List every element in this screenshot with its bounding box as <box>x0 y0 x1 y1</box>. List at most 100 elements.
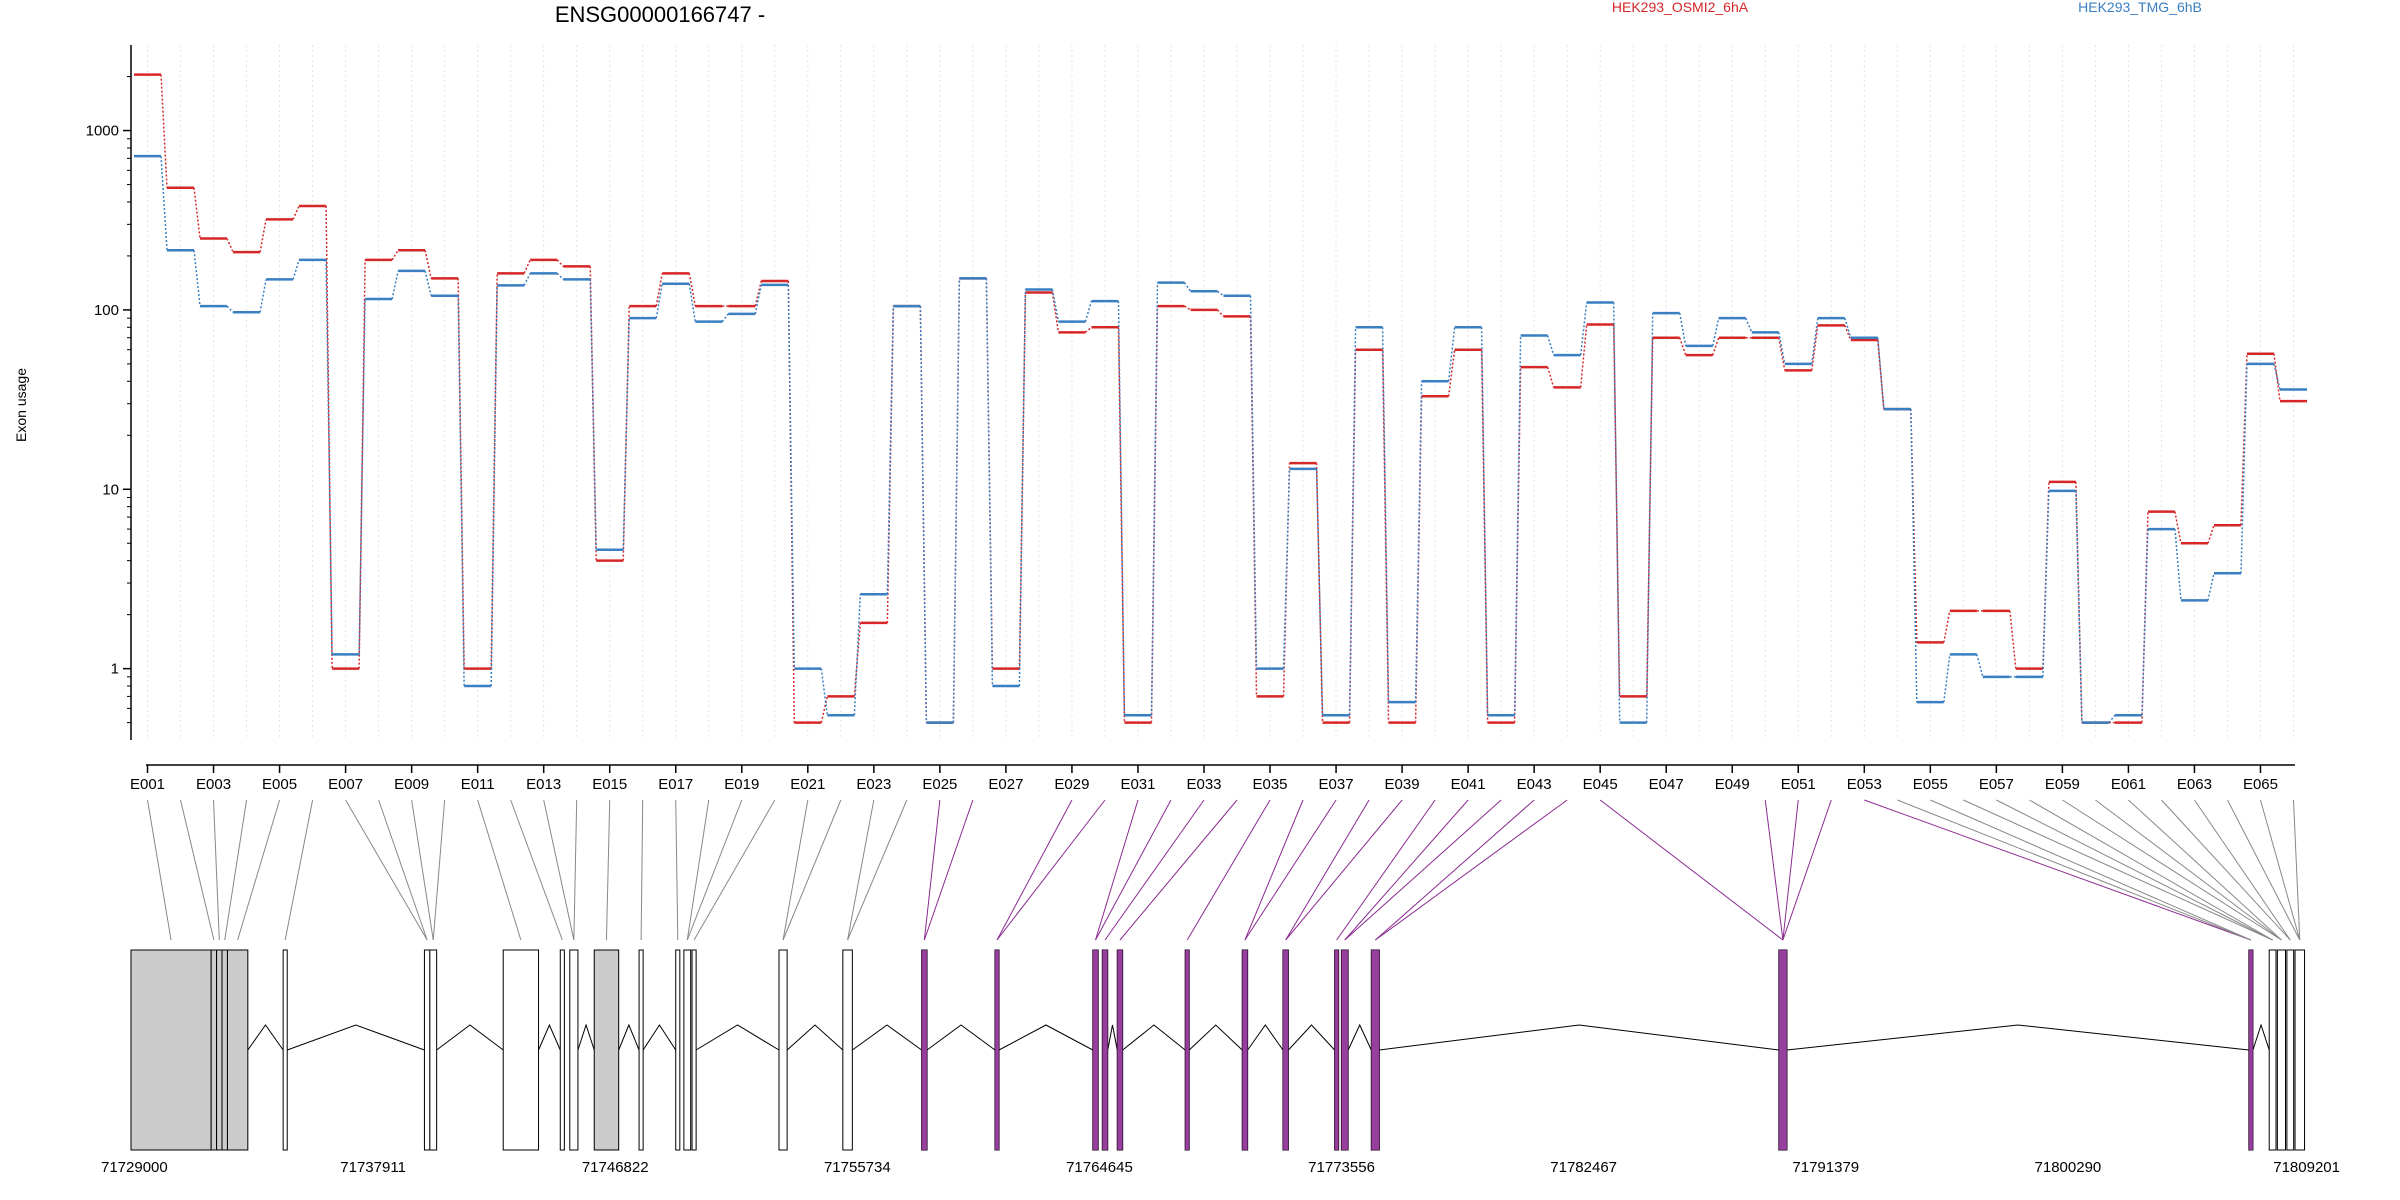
genomic-tick-label: 71746822 <box>582 1159 649 1176</box>
series-step <box>457 278 465 669</box>
intron-line <box>1347 1023 1372 1051</box>
legend-series-2: HEK293_TMG_6hB <box>2078 0 2202 15</box>
x-tick-label: E061 <box>2111 776 2146 793</box>
exon-block <box>2286 949 2295 1151</box>
intron-line <box>247 1024 284 1051</box>
intron-line <box>2252 1023 2270 1051</box>
series-step <box>424 250 432 279</box>
series-step <box>1480 327 1489 716</box>
exon-block <box>675 949 681 1151</box>
series-step <box>622 318 630 550</box>
series-step <box>292 205 300 220</box>
exon-block <box>282 949 288 1151</box>
intron-line <box>538 1023 561 1051</box>
series-step <box>2108 714 2116 724</box>
x-tick-label: E015 <box>592 776 627 793</box>
exon-connector <box>2194 799 2291 941</box>
series-step <box>490 285 498 687</box>
exon-block <box>778 949 788 1151</box>
series-step <box>1645 313 1654 723</box>
exon-connector <box>1375 799 1535 941</box>
series-step <box>2141 511 2149 723</box>
series-step <box>259 279 267 313</box>
exon-block <box>842 949 853 1151</box>
exon-connector <box>1897 799 2252 941</box>
series-step <box>160 156 168 251</box>
series-step <box>2075 481 2083 723</box>
exon-connector <box>675 799 679 941</box>
exon-connector <box>2029 799 2273 941</box>
highlighted-exon <box>1117 950 1123 1150</box>
highlighted-exon <box>1778 950 1787 1150</box>
x-tick-label: E003 <box>196 776 231 793</box>
series-step <box>2240 353 2248 526</box>
exon-connector <box>1930 799 2252 941</box>
series-1 <box>134 73 2307 724</box>
exon-connector <box>923 799 941 941</box>
exon-connector <box>1244 799 1304 941</box>
exon-connector <box>432 799 446 941</box>
exon-block <box>638 949 644 1151</box>
y-tick-label: 100 <box>94 302 119 319</box>
series-step <box>1976 654 1984 678</box>
series-step <box>2273 363 2281 390</box>
exon-connector <box>847 799 875 941</box>
series-step <box>820 696 829 723</box>
series-step <box>1051 292 1060 333</box>
series-step <box>2240 363 2248 574</box>
x-tick-label: E021 <box>790 776 825 793</box>
series-step <box>1844 325 1852 341</box>
highlighted-exon <box>1185 950 1190 1150</box>
x-tick-label: E051 <box>1781 776 1816 793</box>
series-step <box>1943 610 1951 643</box>
x-tick-label: E045 <box>1583 776 1618 793</box>
intron-line <box>618 1023 640 1051</box>
exon-connector <box>1285 799 1403 941</box>
series-step <box>391 249 399 261</box>
highlighted-exon <box>2248 950 2253 1150</box>
x-tick-label: E049 <box>1715 776 1750 793</box>
series-step <box>1150 282 1159 716</box>
intron-line <box>695 1024 780 1051</box>
exon-connector <box>147 799 172 941</box>
exon-connector <box>180 799 215 941</box>
exon-connector <box>378 799 428 941</box>
exon-connector <box>605 799 611 941</box>
exon-connector <box>1782 799 1832 941</box>
exon-connector <box>782 799 842 941</box>
exon-connector <box>2161 799 2291 941</box>
exon-connector <box>1782 799 1799 941</box>
genomic-tick-label: 71800290 <box>2035 1159 2102 1176</box>
series-step <box>391 270 399 300</box>
series-step <box>1943 654 1951 703</box>
exon-block <box>691 949 697 1151</box>
y-tick-label: 10 <box>102 481 119 498</box>
exon-connector <box>847 799 908 941</box>
series-step <box>259 219 267 253</box>
series-step <box>1678 312 1687 347</box>
intron-line <box>1247 1024 1284 1051</box>
x-tick-label: E029 <box>1054 776 1089 793</box>
series-step <box>1447 327 1456 382</box>
genomic-tick-label: 71782467 <box>1550 1159 1617 1176</box>
series-step <box>721 313 729 323</box>
highlighted-exon <box>1371 950 1380 1150</box>
exon-connector <box>224 799 248 941</box>
x-tick-label: E025 <box>922 776 957 793</box>
series-step <box>358 299 366 655</box>
exon-connector <box>1186 799 1271 941</box>
x-tick-label: E011 <box>461 776 495 793</box>
exon-block <box>429 949 438 1151</box>
series-step <box>2009 610 2017 669</box>
grid <box>147 45 2294 740</box>
x-tick-label: E001 <box>130 776 165 793</box>
intron-line <box>786 1024 844 1051</box>
genomic-axis: 71729000 71737911 71746822 71755734 71764645… <box>101 1159 2340 1176</box>
intron-line <box>1122 1024 1186 1051</box>
intron-line <box>1188 1024 1243 1051</box>
series-step <box>1579 324 1588 388</box>
gene-model <box>130 949 2306 1151</box>
series-step <box>1513 335 1522 716</box>
exon-connector <box>2227 799 2301 941</box>
